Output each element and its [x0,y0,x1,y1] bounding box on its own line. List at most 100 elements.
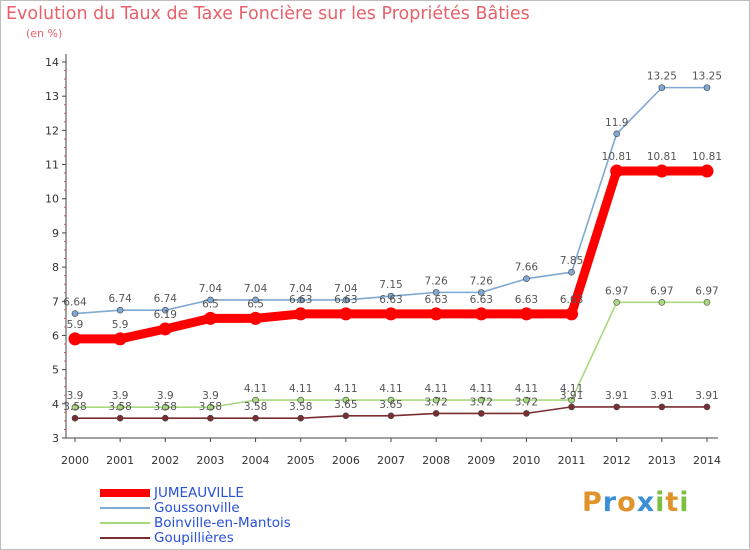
logo-letter: r [602,487,618,518]
data-label-goussonville: 7.04 [334,283,358,295]
data-label-goussonville: 7.26 [470,275,494,287]
chart-title: Evolution du Taux de Taxe Foncière sur l… [6,4,530,24]
data-label-goupilli-res: 3.58 [199,401,222,413]
data-label-goupilli-res: 3.91 [695,390,718,402]
data-label-jumeauville: 6.63 [470,294,493,306]
data-point-goupilli-res [71,414,79,422]
data-label-boinville-en-mantois: 6.97 [605,285,628,297]
data-label-boinville-en-mantois: 3.9 [112,390,129,402]
x-tick-label: 2000 [61,454,89,467]
legend-swatch [100,489,150,497]
x-tick-label: 2010 [512,454,540,467]
data-label-boinville-en-mantois: 6.97 [695,285,718,297]
logo-letter: i [679,487,690,518]
data-label-jumeauville: 6.63 [379,294,402,306]
y-tick-label: 3 [52,432,59,445]
y-tick-label: 11 [45,159,59,172]
data-point-jumeauville [339,307,353,321]
data-label-jumeauville: 6.63 [334,294,357,306]
data-label-goupilli-res: 3.58 [63,401,86,413]
x-tick-label: 2002 [151,454,179,467]
data-label-jumeauville: 6.5 [247,298,264,310]
y-tick-label: 10 [45,193,59,206]
y-tick-label: 12 [45,124,59,137]
data-point-goupilli-res [252,414,259,422]
data-point-jumeauville [565,307,579,321]
y-tick-label: 14 [45,56,59,69]
y-tick-label: 13 [45,90,59,103]
data-point-goussonville [387,292,395,300]
data-label-goussonville: 13.25 [692,71,722,83]
data-point-jumeauville [249,311,263,325]
data-label-jumeauville: 6.63 [560,294,583,306]
data-label-goupilli-res: 3.58 [154,401,177,413]
data-label-goussonville: 13.25 [647,71,677,83]
data-point-goupilli-res [658,403,666,411]
data-label-jumeauville: 10.81 [692,151,722,163]
data-point-boinville-en-mantois [703,298,711,306]
data-point-boinville-en-mantois [477,396,485,404]
data-point-goussonville [432,289,440,296]
data-point-goussonville [703,84,711,91]
data-point-goussonville [477,289,485,296]
axes: 3 4 5 6 7 8 9 10 11 12 13 14 2000 2001 2002 2003 2004 200… [45,54,721,467]
data-label-goussonville: 7.04 [244,283,268,295]
data-label-jumeauville: 6.5 [202,298,219,310]
data-label-jumeauville: 10.81 [647,151,677,163]
x-tick-label: 2011 [558,454,586,467]
data-label-goupilli-res: 3.91 [605,390,628,402]
data-label-goupilli-res: 3.91 [560,390,583,402]
x-tick-label: 2014 [693,454,721,467]
data-point-goussonville [523,275,530,283]
data-label-goussonville: 7.04 [289,283,313,295]
data-label-boinville-en-mantois: 4.11 [470,383,493,395]
data-point-boinville-en-mantois [432,396,440,404]
legend-swatch [100,507,150,509]
data-point-jumeauville [474,307,488,321]
x-tick-label: 2008 [422,454,450,467]
data-label-goussonville: 11.9 [605,117,628,129]
data-label-boinville-en-mantois: 4.11 [334,383,357,395]
data-point-jumeauville [655,164,669,178]
data-point-boinville-en-mantois [342,396,350,404]
logo-letter: x [636,487,656,518]
data-point-boinville-en-mantois [613,298,621,306]
data-label-goussonville: 6.64 [63,297,87,309]
y-tick-label: 4 [52,398,59,411]
data-point-boinville-en-mantois [252,396,259,404]
data-label-boinville-en-mantois: 4.11 [424,383,447,395]
data-point-boinville-en-mantois [658,298,666,306]
data-point-jumeauville [158,322,172,336]
data-point-goussonville [71,310,79,317]
x-tick-label: 2013 [648,454,676,467]
data-label-boinville-en-mantois: 3.9 [67,390,84,402]
x-tick-label: 2001 [106,454,134,467]
data-label-jumeauville: 10.81 [602,151,632,163]
y-tick-label: 6 [52,329,59,342]
data-point-boinville-en-mantois [161,403,169,411]
logo-letter: P [582,487,603,518]
data-point-jumeauville [68,332,82,346]
data-label-goupilli-res: 3.58 [244,401,267,413]
data-label-goupilli-res: 3.65 [334,399,357,411]
data-label-goupilli-res: 3.72 [515,396,538,408]
legend-label: Goussonville [154,500,240,516]
data-label-boinville-en-mantois: 6.97 [650,285,673,297]
data-point-goupilli-res [477,410,485,417]
y-tick-label: 5 [52,364,59,377]
data-label-boinville-en-mantois: 4.11 [560,383,583,395]
y-tick-label: 7 [52,295,59,308]
data-point-boinville-en-mantois [387,396,395,404]
data-point-jumeauville [429,307,443,321]
data-point-goupilli-res [613,403,621,411]
x-tick-label: 2005 [287,454,315,467]
data-label-goussonville: 7.15 [379,279,402,291]
data-point-jumeauville [113,332,127,346]
data-point-goupilli-res [523,410,530,417]
data-point-jumeauville [384,307,398,321]
x-tick-label: 2007 [377,454,405,467]
x-tick-label: 2009 [467,454,495,467]
data-point-goussonville [613,130,621,138]
data-point-boinville-en-mantois [116,403,124,411]
